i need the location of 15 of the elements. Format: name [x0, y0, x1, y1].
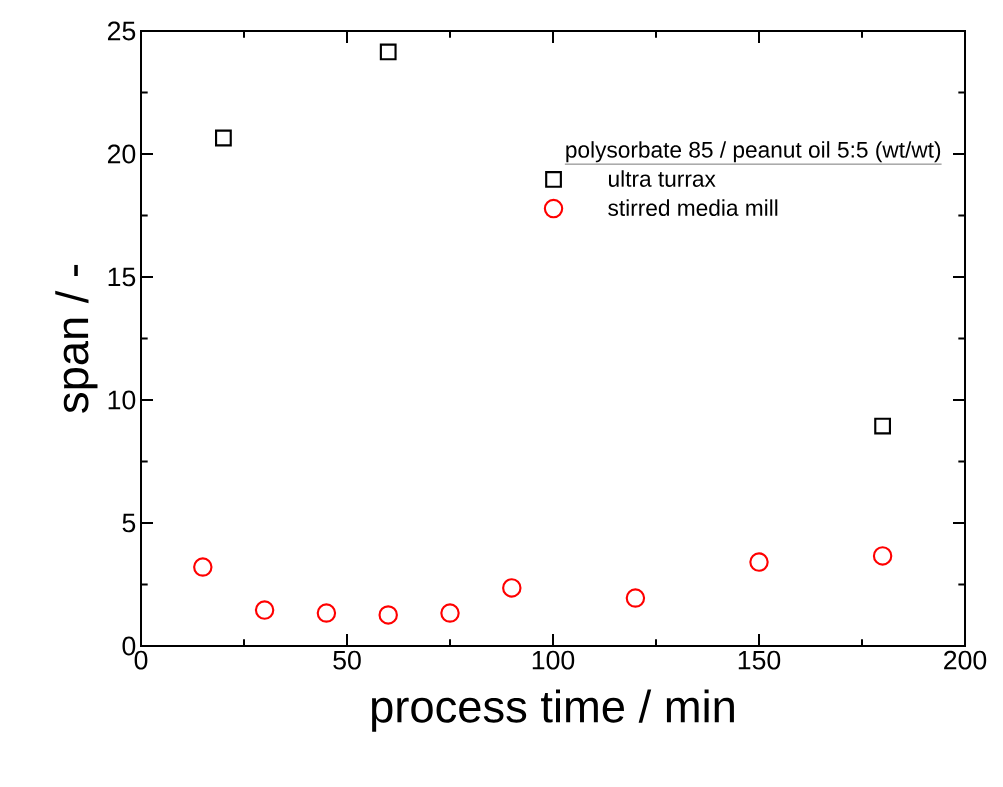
x-tick-label: 50 [333, 650, 361, 670]
x-tick-label: 100 [532, 650, 575, 670]
x-tick-label: 150 [738, 650, 781, 670]
y-tick-label: 10 [108, 390, 136, 410]
legend-title: polysorbate 85 / peanut oil 5:5 (wt/wt) [566, 141, 941, 163]
y-tick-label: 15 [108, 267, 136, 287]
y-tick-label: 25 [107, 21, 136, 41]
y-axis-title: span / - [55, 264, 98, 413]
x-axis-title: process time / min [372, 689, 734, 732]
y-tick-label: 5 [122, 513, 136, 533]
y-tick-label: 20 [107, 144, 136, 164]
x-tick-label: 200 [944, 650, 987, 670]
y-tick-label: 0 [122, 636, 136, 656]
legend-label: ultra turrax [608, 170, 716, 187]
legend-label: stirred media mill [608, 199, 778, 216]
